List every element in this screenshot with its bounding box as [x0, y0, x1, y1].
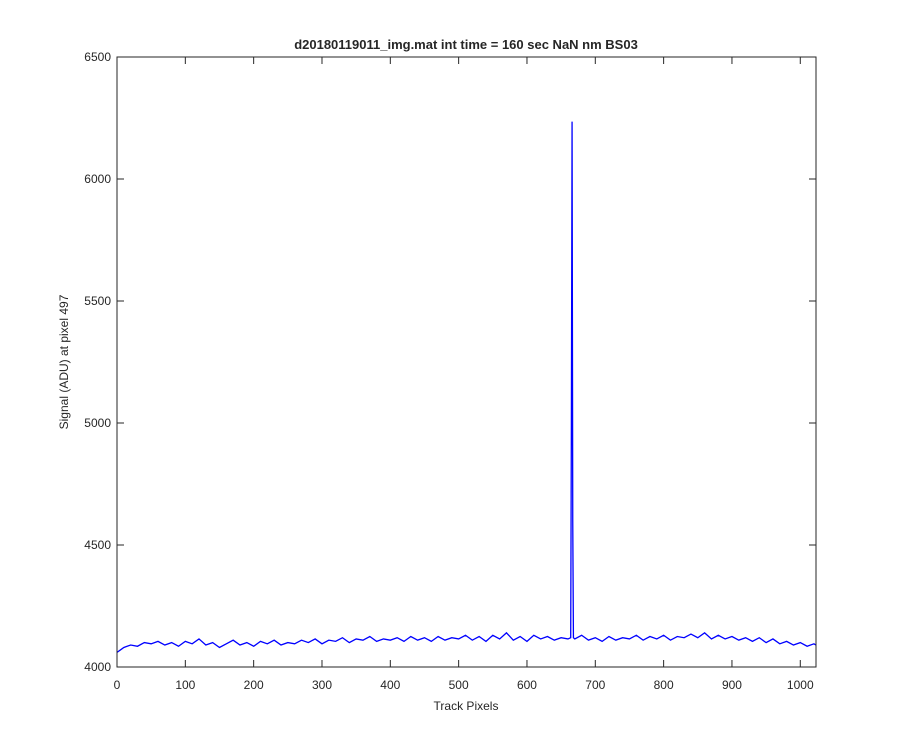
data-line [116, 121, 817, 653]
y-tick-label: 6000 [84, 172, 111, 186]
x-tick-label: 300 [312, 678, 332, 692]
x-tick-label: 200 [244, 678, 264, 692]
x-tick-label: 600 [517, 678, 537, 692]
y-tick-label: 6500 [84, 50, 111, 64]
x-tick-label: 0 [114, 678, 121, 692]
y-tick-label: 4000 [84, 660, 111, 674]
y-tick-label: 5000 [84, 416, 111, 430]
x-tick-label: 900 [722, 678, 742, 692]
x-tick-label: 500 [449, 678, 469, 692]
x-tick-label: 800 [654, 678, 674, 692]
y-tick-label: 5500 [84, 294, 111, 308]
x-tick-label: 700 [585, 678, 605, 692]
x-axis-label: Track Pixels [434, 699, 499, 713]
y-axis-label: Signal (ADU) at pixel 497 [57, 294, 71, 429]
x-tick-label: 1000 [787, 678, 814, 692]
chart-title: d20180119011_img.mat int time = 160 sec … [294, 37, 638, 52]
y-tick-label: 4500 [84, 538, 111, 552]
x-tick-label: 400 [380, 678, 400, 692]
x-tick-label: 100 [175, 678, 195, 692]
plot-frame [116, 56, 817, 668]
